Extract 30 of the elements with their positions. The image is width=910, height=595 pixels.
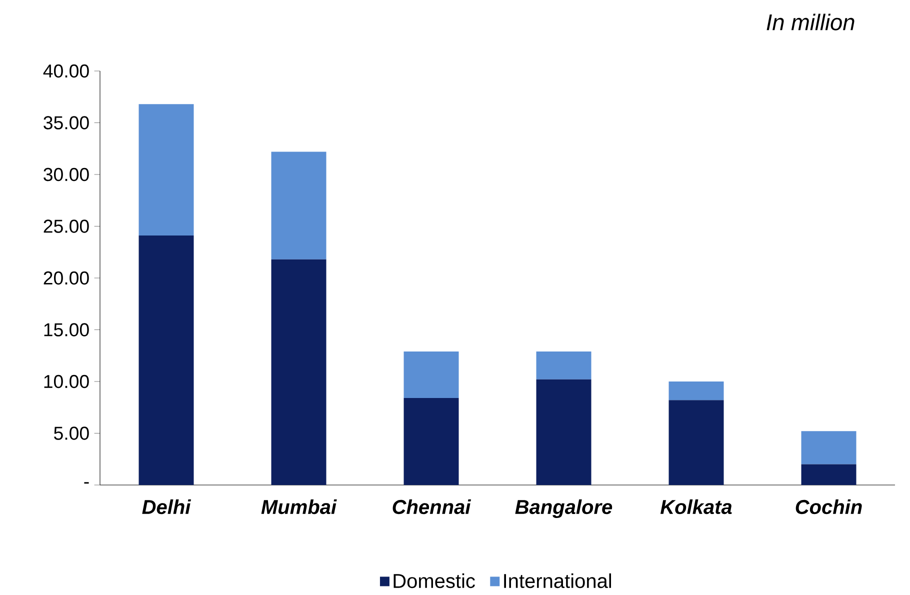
y-tick-label: 35.00 [44,116,89,130]
bar [404,351,459,398]
y-tick-label: - [84,482,89,484]
bar [138,104,194,236]
legend-label: Domestic [394,573,475,588]
bar [668,381,724,400]
x-tick-label: Delhi [142,499,192,514]
bar [536,351,592,380]
x-tick-label: Bangalore [515,499,612,518]
y-tick-label: 20.00 [44,271,89,284]
bar [138,235,194,485]
y-tick-label: 25.00 [44,220,89,233]
bar [536,379,592,485]
bar [801,431,856,464]
x-tick-label: Cochin [796,499,862,514]
bar [404,398,459,485]
bar [801,464,856,485]
legend-label: International [504,573,611,588]
bar [271,152,326,260]
y-tick-label: 15.00 [44,323,89,336]
text: In million [766,14,854,30]
y-tick-label: 30.00 [44,168,89,181]
y-tick-label: 10.00 [44,374,89,388]
x-tick-label: Chennai [392,499,472,514]
bar [668,400,724,485]
y-tick-label: 5.00 [54,426,89,440]
x-tick-label: Mumbai [261,499,337,514]
bar [271,259,326,485]
y-tick-label: 40.00 [43,64,89,78]
x-tick-label: Kolkata [660,499,732,514]
